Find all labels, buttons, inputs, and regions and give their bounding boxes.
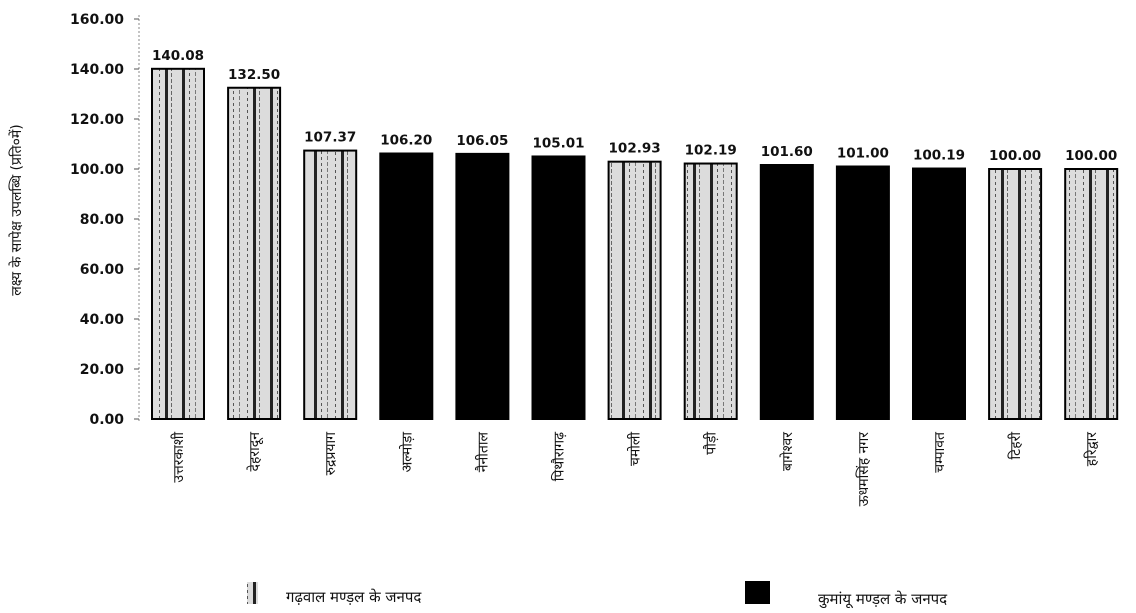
category-label: बागेश्वर — [779, 432, 796, 471]
legend-item-kumaon: कुमांयू मण्ड़ल के जनपद — [745, 581, 948, 609]
legend-swatch-garhwal — [247, 582, 258, 604]
y-tick-label: 80.00 — [80, 212, 125, 228]
data-label: 140.08 — [152, 48, 204, 64]
data-label: 106.05 — [456, 133, 508, 149]
y-tick-label: 40.00 — [80, 312, 125, 328]
y-tick-label: 20.00 — [80, 362, 125, 378]
category-label: अल्मोड़ा — [398, 432, 415, 473]
y-tick-label: 100.00 — [70, 162, 124, 178]
bar-kumaon — [531, 155, 586, 420]
bar-kumaon — [912, 167, 966, 420]
bar-kumaon — [379, 152, 434, 420]
bar-kumaon — [835, 165, 890, 420]
y-tick-label: 160.00 — [70, 12, 124, 28]
category-label: पौड़ी — [703, 432, 720, 455]
category-label: चम्पावत — [932, 431, 948, 473]
data-label: 101.00 — [837, 146, 889, 162]
legend-item-garhwal: गढ़वाल मण्ड़ल के जनपद — [247, 582, 422, 606]
bars-group — [151, 67, 1119, 421]
data-label: 102.19 — [685, 143, 737, 159]
category-label: चमोली — [627, 432, 644, 466]
data-label: 106.20 — [380, 133, 432, 149]
bar-kumaon — [759, 164, 814, 420]
bar-garhwal — [683, 162, 738, 420]
bar-garhwal — [1064, 168, 1119, 420]
category-label: पिथौरागढ़ — [551, 431, 568, 481]
data-label: 107.37 — [304, 130, 356, 146]
category-label: ऊधमसिंह नगर — [855, 432, 872, 507]
bar-garhwal — [303, 149, 358, 420]
y-tick-label: 120.00 — [70, 112, 124, 128]
y-tick-label: 0.00 — [89, 412, 124, 428]
legend-label-garhwal: गढ़वाल मण्ड़ल के जनपद — [286, 588, 422, 606]
y-tick-label: 140.00 — [70, 62, 124, 78]
bar-garhwal — [151, 67, 205, 421]
data-labels-group: 140.08 132.50 107.37 106.20 106.05 105.01 102.… — [152, 48, 1117, 164]
data-label: 101.60 — [761, 144, 813, 160]
category-label: उत्तरकाशी — [170, 432, 187, 483]
y-tick-labels: 0.00 20.00 40.00 60.00 80.00 100.00 120.00 140.… — [70, 12, 139, 428]
legend-swatch-kumaon — [745, 581, 770, 604]
bar-garhwal — [988, 168, 1043, 420]
category-label: हरिद्वार — [1083, 432, 1100, 466]
data-label: 105.01 — [532, 135, 584, 151]
legend-label-kumaon: कुमांयू मण्ड़ल के जनपद — [818, 590, 948, 609]
data-label: 100.00 — [1065, 148, 1117, 164]
category-labels-group: उत्तरकाशी देहरादून रुद्रप्रयाग अल्मोड़ा नैनी… — [170, 431, 1100, 506]
y-axis-title: लक्ष्य के सापेक्ष उपलब्धि (प्रति०में) — [8, 124, 25, 295]
category-label: देहरादून — [246, 432, 264, 472]
bar-garhwal — [607, 160, 662, 421]
category-label: नैनीताल — [474, 431, 491, 472]
y-tick-label: 60.00 — [80, 262, 125, 278]
category-label: टिहरी — [1007, 432, 1024, 460]
legend: गढ़वाल मण्ड़ल के जनपद कुमांयू मण्ड़ल के … — [247, 581, 948, 609]
bar-garhwal — [227, 86, 282, 420]
data-label: 100.19 — [913, 148, 965, 164]
category-label: रुद्रप्रयाग — [323, 431, 339, 476]
bar-kumaon — [455, 152, 510, 420]
data-label: 132.50 — [228, 67, 280, 83]
data-label: 100.00 — [989, 148, 1041, 164]
data-label: 102.93 — [609, 141, 661, 157]
